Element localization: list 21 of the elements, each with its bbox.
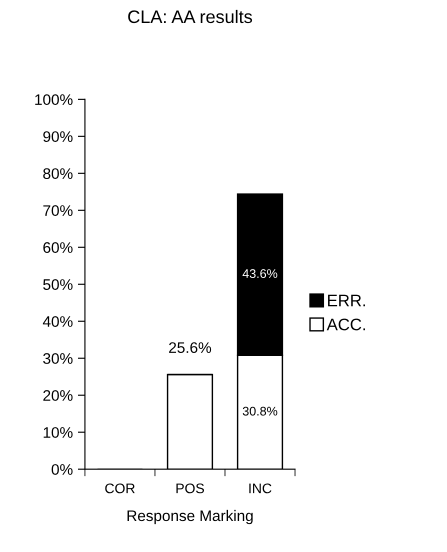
legend-label: ACC. bbox=[326, 318, 365, 330]
y-tick-label: 40% bbox=[42, 316, 73, 327]
y-tick-label: 70% bbox=[43, 205, 73, 216]
chart-title: CLA: AA results bbox=[128, 10, 252, 24]
y-tick-label: 30% bbox=[43, 353, 73, 364]
y-tick-label: 10% bbox=[44, 427, 73, 438]
data-label: 43.6% bbox=[242, 269, 278, 278]
y-tick-label: 50% bbox=[43, 279, 73, 290]
y-tick-label: 100% bbox=[35, 94, 73, 106]
y-tick-label: 0% bbox=[52, 464, 73, 475]
data-label: 30.8% bbox=[242, 406, 278, 416]
x-tick-label: INC bbox=[249, 483, 272, 494]
x-tick-label: COR bbox=[105, 483, 135, 494]
y-tick-label: 90% bbox=[43, 131, 73, 142]
x-axis-title: Response Marking bbox=[128, 510, 253, 524]
legend-label: ERR. bbox=[328, 294, 365, 306]
y-tick-label: 80% bbox=[43, 168, 73, 180]
x-tick-label: POS bbox=[176, 483, 204, 494]
y-tick-label: 60% bbox=[43, 242, 73, 253]
y-tick-label: 20% bbox=[43, 390, 73, 401]
data-label: 25.6% bbox=[169, 342, 212, 354]
